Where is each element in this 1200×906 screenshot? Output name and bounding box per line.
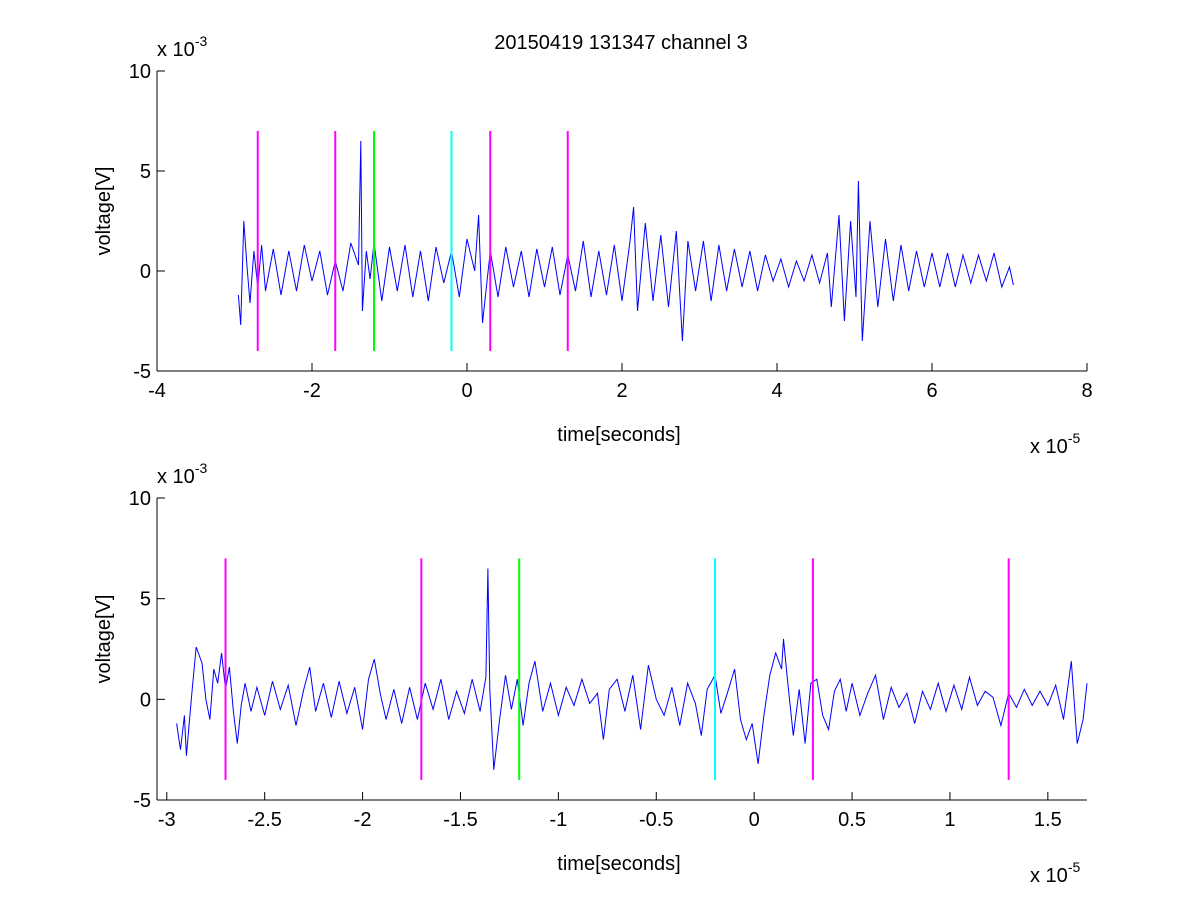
x-tick-label: 8 xyxy=(1081,380,1092,402)
x-tick-label: 1.5 xyxy=(1034,809,1062,831)
x-axis-label: time[seconds] xyxy=(557,424,680,446)
x-tick-label: 1 xyxy=(944,809,955,831)
x-tick-label: -2 xyxy=(303,380,321,402)
x-tick-label: -2 xyxy=(354,809,372,831)
x-tick-label: 0 xyxy=(461,380,472,402)
x-tick-label: 0.5 xyxy=(838,809,866,831)
x-tick-label: -3 xyxy=(158,809,176,831)
y-tick-label: 10 xyxy=(129,61,151,83)
chart-1: -4 -2 0 2 4 6 8 -5 0 5 10 x 10-3 x 10-5 time[seconds]… xyxy=(93,33,1093,458)
x-tick-label: -0.5 xyxy=(639,809,673,831)
y-tick-label: 0 xyxy=(140,261,151,283)
y-exponent-label: x 10-3 xyxy=(157,33,207,61)
x-tick-label: 4 xyxy=(771,380,782,402)
y-axis-label: voltage[V] xyxy=(93,595,115,684)
series-line-1 xyxy=(176,568,1088,770)
y-tick-label: 5 xyxy=(140,161,151,183)
y-tick-label: -5 xyxy=(133,361,151,383)
y-axis-label: voltage[V] xyxy=(93,167,115,256)
chart-2: -3 -2.5 -2 -1.5 -1 -0.5 0 0.5 1 1.5 -5 0 5 10 x 10-3 x … xyxy=(93,460,1088,887)
y-tick-label: 10 xyxy=(129,488,151,510)
x-tick-label: -1 xyxy=(549,809,567,831)
y-tick-label: 5 xyxy=(140,589,151,611)
figure-title: 20150419 131347 channel 3 xyxy=(494,32,748,54)
x-tick-label: 2 xyxy=(616,380,627,402)
x-tick-label: -4 xyxy=(148,380,166,402)
y-exponent-label: x 10-3 xyxy=(157,460,207,488)
x-tick-label: 6 xyxy=(926,380,937,402)
x-tick-label: -1.5 xyxy=(443,809,477,831)
x-axis-label: time[seconds] xyxy=(557,853,680,875)
x-exponent-label: x 10-5 xyxy=(1030,430,1080,458)
y-tick-label: -5 xyxy=(133,790,151,812)
x-exponent-label: x 10-5 xyxy=(1030,859,1080,887)
y-tick-label: 0 xyxy=(140,689,151,711)
series-line-1 xyxy=(237,140,1014,342)
x-tick-label: -2.5 xyxy=(247,809,281,831)
x-tick-label: 0 xyxy=(749,809,760,831)
